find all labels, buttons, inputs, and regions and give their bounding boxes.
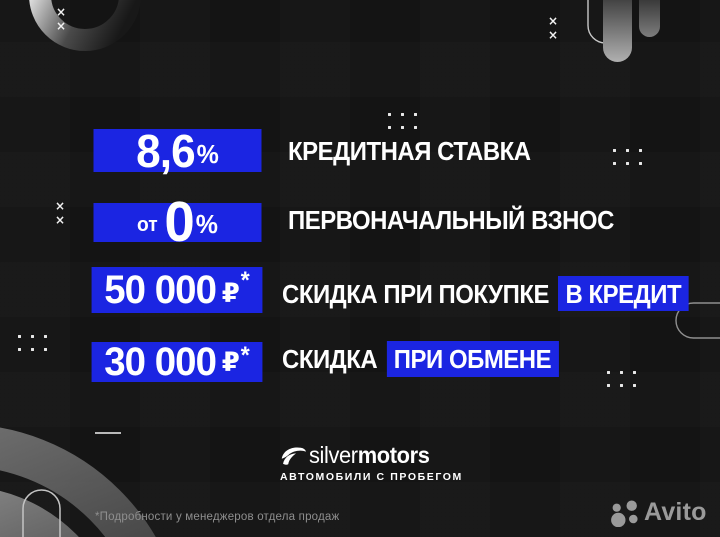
dash-mark xyxy=(95,432,121,434)
credit-highlight: В КРЕДИТ xyxy=(558,276,689,311)
credit-discount-value: 50 000 xyxy=(104,268,217,312)
x-mark-icon: × xyxy=(548,14,559,28)
brand-tagline: АВТОМОБИЛИ С ПРОБЕГОМ xyxy=(280,471,463,483)
corner-arc-inner-bottom-left xyxy=(0,490,79,537)
dots-pattern xyxy=(613,149,642,165)
credit-rate-label: КРЕДИТНАЯ СТАВКА xyxy=(288,138,531,164)
ruble-sign: ₽ xyxy=(221,278,240,309)
x-marks-top-right: × × xyxy=(548,15,558,42)
x-marks-top-left: × × xyxy=(56,6,66,33)
outline-pill-bottom-left xyxy=(22,489,61,537)
credit-rate-badge: 8,6% xyxy=(93,124,262,177)
dots-pattern xyxy=(388,113,417,129)
asterisk-mark: * xyxy=(240,342,250,369)
dots-pattern xyxy=(18,335,47,351)
dots-pattern xyxy=(607,371,636,387)
down-payment-label: ПЕРВОНАЧАЛЬНЫЙ ВЗНОС xyxy=(288,207,614,233)
percent-sign: % xyxy=(195,209,218,239)
x-marks-left: × × xyxy=(55,200,65,227)
brand-name: silvermotors xyxy=(309,444,430,467)
credit-discount-badge: 50 000 ₽ * xyxy=(91,267,263,313)
corner-arc-outer-bottom-left xyxy=(0,427,156,537)
tradein-discount-value: 30 000 xyxy=(104,340,217,384)
ruble-sign: ₽ xyxy=(221,347,240,378)
ring-arc-top-left xyxy=(29,0,141,51)
avito-watermark: Avito xyxy=(606,497,707,527)
tradein-discount-label: СКИДКА ПРИ ОБМЕНЕ xyxy=(282,341,559,377)
gradient-pill-top-right-large xyxy=(603,0,632,62)
credit-rate-label-text: КРЕДИТНАЯ СТАВКА xyxy=(288,136,531,166)
asterisk-mark: * xyxy=(240,267,250,294)
brand-name-bold: motors xyxy=(357,442,430,468)
brand-name-light: silver xyxy=(309,442,358,468)
credit-discount-label: СКИДКА ПРИ ПОКУПКЕ В КРЕДИТ xyxy=(282,276,689,311)
x-mark-icon: × xyxy=(56,19,67,33)
credit-rate-value: 8,6 xyxy=(136,124,195,177)
credit-discount-label-text: СКИДКА ПРИ ПОКУПКЕ xyxy=(282,278,549,309)
dealer-logo: silvermotors АВТОМОБИЛИ С ПРОБЕГОМ xyxy=(280,444,463,484)
avito-logo-text: Avito xyxy=(644,498,707,526)
down-payment-value: 0 xyxy=(164,190,194,254)
tradein-highlight: ПРИ ОБМЕНЕ xyxy=(386,341,559,377)
tradein-discount-badge: 30 000 ₽ * xyxy=(91,340,263,384)
avito-logo-icon xyxy=(611,500,638,527)
gradient-pill-top-right-small xyxy=(639,0,660,37)
from-prefix: от xyxy=(137,214,158,236)
x-mark-icon: × xyxy=(56,5,67,19)
outline-pill-top-right xyxy=(587,0,624,44)
percent-sign: % xyxy=(196,139,219,169)
x-mark-icon: × xyxy=(55,199,66,213)
swoosh-leaf-icon xyxy=(281,447,306,465)
down-payment-label-text: ПЕРВОНАЧАЛЬНЫЙ ВЗНОС xyxy=(288,205,614,235)
footnote-text: *Подробности у менеджеров отдела продаж xyxy=(95,511,340,523)
down-payment-badge: от 0% xyxy=(93,194,262,251)
x-mark-icon: × xyxy=(55,213,66,227)
tradein-discount-label-text: СКИДКА xyxy=(282,344,378,374)
x-mark-icon: × xyxy=(548,28,559,42)
